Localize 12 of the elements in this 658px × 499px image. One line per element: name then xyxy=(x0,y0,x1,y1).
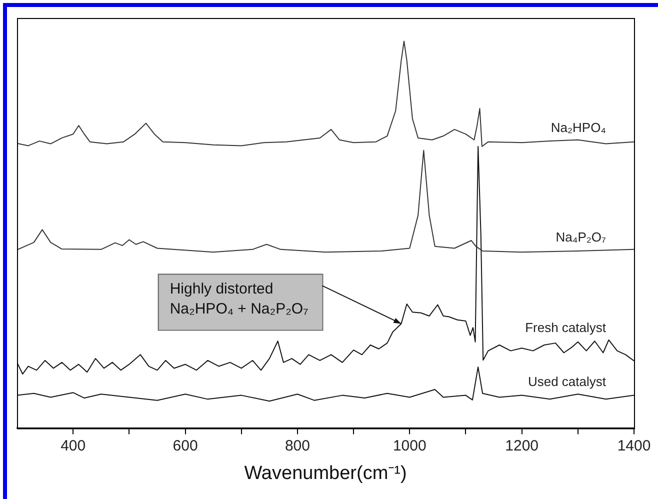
x-tick-label: 1400 xyxy=(617,437,651,454)
x-tick-label: 1000 xyxy=(392,437,426,454)
series-label: Used catalyst xyxy=(528,374,606,390)
x-tick-label: 1200 xyxy=(505,437,539,454)
x-axis-title: Wavenumber(cm⁻¹) xyxy=(244,462,407,484)
series-label: Na₄P₂O₇ xyxy=(556,229,607,244)
series-label: Na₂HPO₄ xyxy=(550,120,606,135)
x-tick-label: 600 xyxy=(172,437,198,454)
x-tick-label: 800 xyxy=(284,437,310,454)
x-tick-label: 400 xyxy=(60,437,86,454)
series-label: Fresh catalyst xyxy=(525,320,606,335)
annotation: Highly distorted Na₂HPO₄ + Na₂P₂O₇ xyxy=(170,280,308,318)
